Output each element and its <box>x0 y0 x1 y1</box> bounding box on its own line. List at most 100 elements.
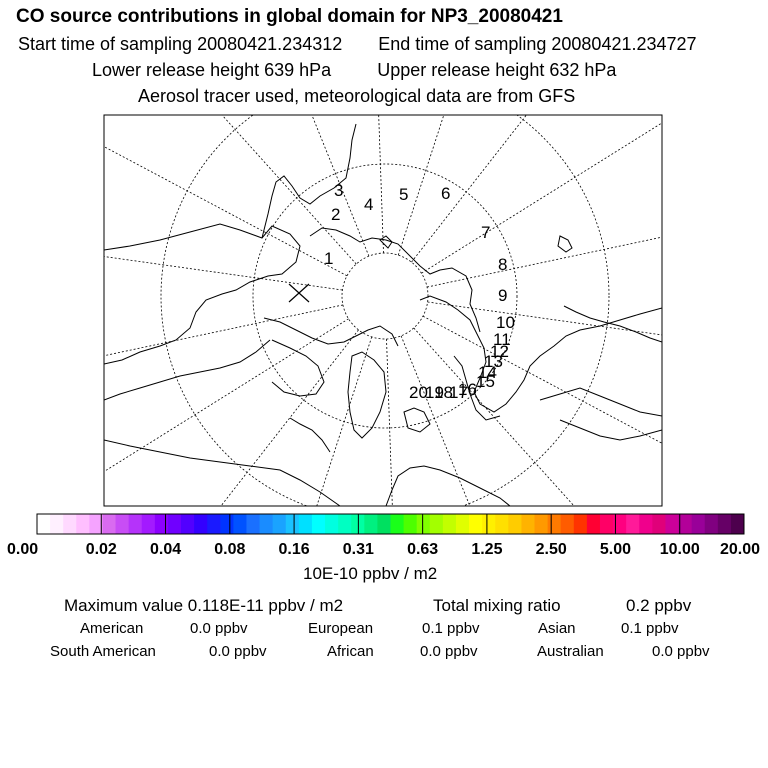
trajectory-label-20: 20 <box>409 383 428 402</box>
colorbar-cell <box>717 514 732 534</box>
colorbar-tick-label: 0.63 <box>407 541 438 558</box>
trajectory-label-2: 2 <box>331 205 340 224</box>
trajectory-label-9: 9 <box>498 286 507 305</box>
colorbar-tick-label: 0.16 <box>279 541 310 558</box>
upper-height-value: 632 hPa <box>549 60 617 80</box>
colorbar-tick-label: 5.00 <box>600 541 631 558</box>
trajectory-label-16: 16 <box>458 380 477 399</box>
sampling-time-row: Start time of sampling 20080421.234312 E… <box>18 34 697 55</box>
trajectory-label-11: 11 <box>493 330 511 349</box>
colorbar-tick-label: 2.50 <box>536 541 567 558</box>
colorbar-cell <box>233 514 247 534</box>
trajectory-label-3: 3 <box>334 181 343 200</box>
colorbar-cell <box>652 514 666 534</box>
start-time-value: 20080421.234312 <box>197 34 343 54</box>
region-european-value: 0.1 ppbv <box>422 620 480 637</box>
colorbar-tick-label: 0.04 <box>150 541 181 558</box>
meridian-line <box>426 236 662 288</box>
tracer-note: Aerosol tracer used, meteorological data… <box>138 86 576 106</box>
start-time-label: Start time of sampling <box>18 34 193 54</box>
map-graticule <box>104 115 662 506</box>
colorbar-tick-label: 0.02 <box>86 541 117 558</box>
trajectory-origin-marker <box>288 283 310 303</box>
colorbar-cell <box>220 514 234 534</box>
region-european-label: European <box>308 620 374 637</box>
meridian-line <box>104 318 349 473</box>
colorbar-cell <box>482 514 496 534</box>
colorbar-cell <box>390 514 405 534</box>
colorbar-cell <box>207 514 221 534</box>
colorbar-cell <box>613 514 627 534</box>
lower-height-value: 639 hPa <box>264 60 332 80</box>
colorbar-cell <box>272 514 287 534</box>
meridian-line <box>421 122 662 274</box>
colorbar-cell <box>403 514 418 534</box>
region-asian-label: Asian <box>538 620 576 637</box>
colorbar-cell <box>89 514 103 534</box>
colorbar-cell <box>704 514 719 534</box>
colorbar-tick-label: 0.31 <box>343 541 374 558</box>
colorbar-cell <box>534 514 549 534</box>
colorbar-tick-label: 20.00 <box>720 541 760 558</box>
total-mixing-value: 0.2 ppbv <box>626 596 692 615</box>
colorbar-cell <box>246 514 261 534</box>
trajectory-label-4: 4 <box>364 195 373 214</box>
colorbar-cell <box>63 514 77 534</box>
end-time-label: End time of sampling <box>378 34 547 54</box>
region-south-american-label: South American <box>50 643 156 660</box>
lower-height-label: Lower release height <box>92 60 260 80</box>
colorbar-cell <box>599 514 614 534</box>
trajectory-label-8: 8 <box>498 255 507 274</box>
region-australian-label: Australian <box>537 643 604 660</box>
colorbar-cell <box>311 514 326 534</box>
colorbar-cell <box>730 514 745 534</box>
colorbar-tick-label: 10.00 <box>660 541 700 558</box>
colorbar-unit: 10E-10 ppbv / m2 <box>303 564 438 583</box>
total-mixing-label: Total mixing ratio <box>433 596 561 615</box>
region-south-american-value: 0.0 ppbv <box>209 643 267 660</box>
meridian-line <box>104 304 344 357</box>
colorbar-cell <box>37 514 51 534</box>
colorbar-cell <box>285 514 300 534</box>
region-australian-value: 0.0 ppbv <box>652 643 710 660</box>
upper-height-label: Upper release height <box>377 60 545 80</box>
trajectory-label-13: 13 <box>484 352 503 371</box>
region-asian-value: 0.1 ppbv <box>621 620 679 637</box>
trajectory-label-1: 1 <box>324 249 333 268</box>
colorbar-cell <box>639 514 653 534</box>
release-height-row: Lower release height 639 hPa Upper relea… <box>92 60 616 81</box>
trajectory-label-10: 10 <box>496 313 515 332</box>
trajectory-label-17: 17 <box>449 383 468 402</box>
colorbar-cell <box>167 514 182 534</box>
region-american-label: American <box>80 620 144 637</box>
trajectory-label-15: 15 <box>476 372 495 391</box>
region-american-value: 0.0 ppbv <box>190 620 248 637</box>
colorbar-cell <box>259 514 274 534</box>
colorbar-cell <box>455 514 470 534</box>
trajectory-label-12: 12 <box>490 342 509 361</box>
colorbar-cell <box>338 514 352 534</box>
colorbar-cell <box>547 514 562 534</box>
colorbar-cell <box>194 514 208 534</box>
region-african-value: 0.0 ppbv <box>420 643 478 660</box>
trajectory-label-6: 6 <box>441 184 450 203</box>
colorbar-cell <box>416 514 431 534</box>
colorbar-cell <box>128 514 143 534</box>
colorbar-cell <box>508 514 522 534</box>
colorbar-cell <box>495 514 509 534</box>
colorbar-cell <box>298 514 313 534</box>
colorbar-cell <box>691 514 706 534</box>
colorbar-cell <box>154 514 169 534</box>
trajectory-label-14: 14 <box>478 363 497 382</box>
chart-title: CO source contributions in global domain… <box>16 6 563 27</box>
colorbar-tick-label: 0.08 <box>214 541 245 558</box>
meridian-line <box>413 327 575 506</box>
colorbar-cell <box>325 514 339 534</box>
colorbar-cell <box>573 514 588 534</box>
colorbar-cell <box>102 514 117 534</box>
end-time-value: 20080421.234727 <box>551 34 697 54</box>
colorbar-cell <box>586 514 601 534</box>
